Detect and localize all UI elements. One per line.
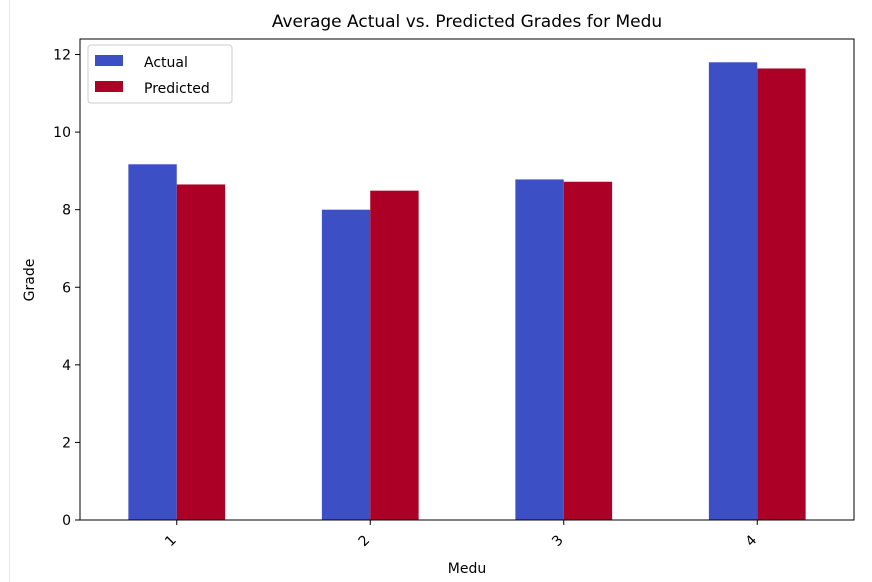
legend-label-actual: Actual	[144, 55, 188, 71]
y-axis-label: Grade	[22, 259, 38, 302]
bar-predicted-3	[563, 181, 613, 520]
cell-border	[9, 0, 10, 582]
bars-group	[128, 62, 806, 521]
plot-frame	[79, 38, 855, 521]
bar-actual-4	[708, 62, 758, 520]
bar-predicted-1	[176, 184, 226, 520]
y-tick-label: 8	[62, 203, 71, 219]
x-tick-label: 3	[549, 532, 567, 550]
legend-box	[87, 44, 233, 104]
bar-predicted-4	[757, 68, 806, 520]
x-tick-label: 2	[356, 532, 374, 550]
legend-swatch-predicted	[95, 81, 123, 92]
chart-title: Average Actual vs. Predicted Grades for …	[272, 12, 662, 32]
y-tick-label: 6	[62, 280, 71, 296]
y-tick-label: 2	[62, 435, 71, 451]
legend: Actual Predicted	[87, 44, 233, 104]
bar-actual-2	[321, 209, 371, 520]
y-axis: 0 2 4 6 8 10 12	[53, 48, 80, 529]
bar-actual-1	[128, 164, 177, 521]
x-axis: 1 2 3 4	[162, 520, 760, 550]
x-tick-label: 1	[162, 532, 180, 550]
legend-label-predicted: Predicted	[144, 81, 210, 97]
y-tick-label: 12	[53, 48, 71, 64]
bar-actual-3	[515, 179, 564, 521]
y-tick-label: 10	[53, 125, 71, 141]
y-tick-label: 0	[62, 513, 71, 529]
x-tick-label: 4	[743, 532, 761, 550]
x-axis-label: Medu	[448, 561, 486, 577]
y-tick-label: 4	[62, 358, 71, 374]
legend-swatch-actual	[95, 55, 123, 66]
bar-predicted-2	[370, 190, 419, 520]
